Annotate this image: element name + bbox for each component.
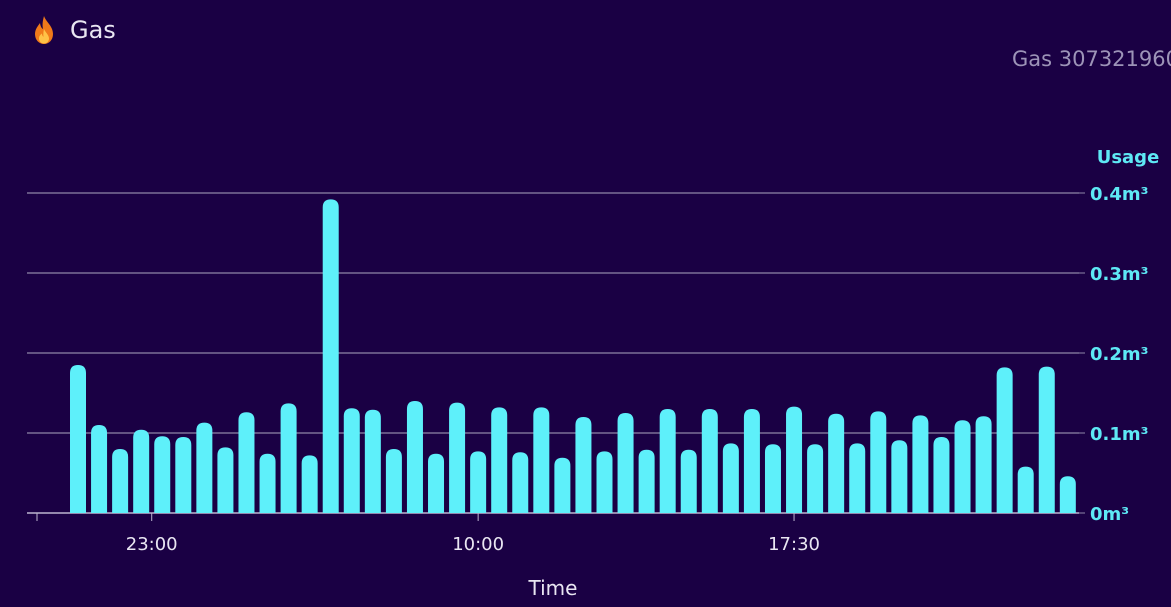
y-tick-label: 0.3m³	[1090, 264, 1149, 285]
bar[interactable]	[954, 420, 971, 513]
x-tick-label: 10:00	[452, 534, 504, 555]
bar[interactable]	[91, 425, 108, 513]
bar[interactable]	[1017, 466, 1034, 513]
x-axis: 23:00 10:00 17:30	[36, 513, 820, 555]
bar[interactable]	[470, 451, 487, 513]
y-axis-label: Usage	[1097, 147, 1160, 168]
bar[interactable]	[196, 422, 213, 513]
y-tick-label: 0m³	[1090, 504, 1129, 525]
bar[interactable]	[933, 437, 950, 513]
bar[interactable]	[301, 455, 318, 513]
bar[interactable]	[70, 365, 86, 513]
bar[interactable]	[406, 401, 423, 513]
bar[interactable]	[259, 453, 276, 513]
flame-icon	[35, 16, 53, 44]
bars	[70, 199, 1076, 513]
bar[interactable]	[807, 444, 824, 513]
bar[interactable]	[786, 406, 803, 513]
bar[interactable]	[743, 409, 760, 513]
bar[interactable]	[428, 453, 445, 513]
bar[interactable]	[554, 457, 571, 513]
bar[interactable]	[1059, 476, 1076, 513]
bar[interactable]	[385, 449, 402, 513]
bar[interactable]	[638, 449, 655, 513]
bar[interactable]	[912, 415, 929, 513]
card-header: Gas	[32, 14, 116, 46]
card-title: Gas	[70, 16, 116, 44]
bar[interactable]	[364, 409, 381, 513]
bar[interactable]	[828, 413, 845, 513]
bar[interactable]	[280, 403, 297, 513]
y-tick-label: 0.4m³	[1090, 184, 1149, 205]
x-axis-label: Time	[528, 576, 578, 600]
bar[interactable]	[154, 436, 171, 513]
bar[interactable]	[1038, 366, 1055, 513]
bar[interactable]	[596, 451, 613, 513]
bar[interactable]	[343, 408, 360, 513]
bar[interactable]	[764, 444, 781, 513]
bar[interactable]	[175, 437, 192, 513]
x-tick-label: 23:00	[126, 534, 178, 555]
bar[interactable]	[975, 416, 992, 513]
bar[interactable]	[133, 429, 150, 513]
bar[interactable]	[701, 409, 718, 513]
bar[interactable]	[617, 413, 634, 513]
bar[interactable]	[870, 411, 887, 513]
bar[interactable]	[575, 417, 592, 513]
bar[interactable]	[238, 412, 255, 513]
bar[interactable]	[449, 402, 466, 513]
bar[interactable]	[891, 440, 908, 513]
bar[interactable]	[217, 447, 234, 513]
bar[interactable]	[112, 449, 129, 513]
y-axis: 0m³ 0.1m³ 0.2m³ 0.3m³ 0.4m³	[1079, 184, 1149, 525]
bar[interactable]	[996, 367, 1013, 513]
series-legend-label[interactable]: Gas 307321960	[1011, 47, 1171, 71]
bar[interactable]	[680, 449, 697, 513]
y-tick-label: 0.2m³	[1090, 344, 1149, 365]
x-tick-label: 17:30	[768, 534, 820, 555]
bar[interactable]	[659, 409, 676, 513]
bar[interactable]	[533, 407, 550, 513]
y-tick-label: 0.1m³	[1090, 424, 1149, 445]
bar[interactable]	[722, 443, 739, 513]
bar[interactable]	[849, 443, 866, 513]
bar[interactable]	[491, 407, 508, 513]
bar[interactable]	[512, 452, 529, 513]
bar[interactable]	[322, 199, 339, 513]
